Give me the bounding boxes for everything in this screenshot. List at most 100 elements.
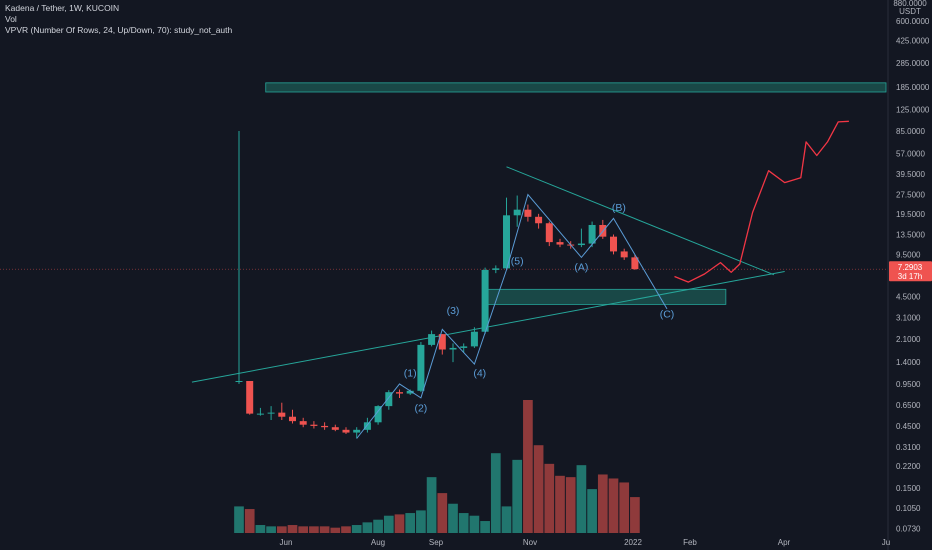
- wave-labels: (1) (2) (3) (4) (5) (A) (B) (C): [404, 202, 675, 415]
- volume-bar: [373, 519, 383, 533]
- last-price-label: 7.2903: [898, 263, 923, 272]
- projection-curve: [674, 120, 849, 283]
- last-price-badge: [889, 261, 932, 282]
- candle-body: [374, 406, 382, 423]
- volume-bar: [255, 525, 266, 533]
- candle-body: [385, 392, 393, 407]
- volume-bars: [234, 400, 640, 533]
- price-tick-label: 0.2200: [896, 462, 921, 471]
- candle-body: [449, 347, 457, 350]
- volume-bar: [523, 400, 533, 533]
- candle-body: [524, 209, 532, 217]
- volume-indicator-label[interactable]: Vol: [5, 14, 17, 24]
- price-tick-label: 85.0000: [896, 127, 925, 136]
- volume-bar: [394, 514, 405, 533]
- candle-body: [460, 346, 468, 348]
- price-tick-label: 600.0000: [896, 17, 930, 26]
- candle-body: [470, 331, 478, 347]
- price-tick-label: 0.4500: [896, 422, 921, 431]
- volume-bar: [266, 526, 276, 533]
- elliott-wave-path: [356, 193, 668, 439]
- candle-body: [620, 251, 628, 258]
- wave-label: (A): [574, 262, 588, 274]
- volume-bar: [587, 489, 597, 533]
- zone-rect: [265, 82, 887, 93]
- volume-bar: [608, 478, 619, 533]
- candle-body: [556, 242, 564, 245]
- candle-body: [235, 381, 243, 382]
- wave-label: (2): [414, 403, 427, 415]
- descending-resistance-line: [506, 166, 775, 276]
- candle-body: [406, 390, 414, 394]
- volume-bar: [405, 513, 416, 533]
- price-tick-label: 27.5000: [896, 191, 925, 200]
- volume-bar: [287, 525, 298, 533]
- price-tick-label: 19.5000: [896, 210, 925, 219]
- price-axis-top-label: 880.0000: [893, 0, 927, 8]
- volume-bar: [555, 475, 565, 533]
- candle-body: [278, 412, 286, 417]
- volume-bar: [533, 445, 544, 533]
- price-tick-label: 0.3100: [896, 443, 921, 452]
- time-tick-label: Ju: [882, 538, 890, 547]
- chart-legend: Kadena / Tether, 1W, KUCOIN Vol VPVR (Nu…: [5, 3, 232, 36]
- candle-body: [363, 422, 371, 430]
- volume-bar: [330, 527, 341, 533]
- time-tick-label: Jun: [280, 538, 293, 547]
- time-axis[interactable]: Jun Aug Sep Nov 2022 Feb Apr Ju: [280, 538, 891, 547]
- candle-body: [481, 269, 489, 332]
- candle-body: [438, 334, 446, 350]
- projection-path: [674, 120, 849, 283]
- price-tick-label: 0.1050: [896, 504, 921, 513]
- price-tick-label: 0.1500: [896, 484, 921, 493]
- candle-body: [428, 334, 436, 345]
- volume-bar: [437, 493, 448, 533]
- volume-bar: [309, 526, 319, 533]
- support-resistance-zones: [265, 82, 887, 305]
- candle-body: [577, 243, 585, 246]
- volume-bar: [234, 506, 244, 533]
- candle-body: [513, 209, 521, 216]
- price-tick-label: 4.5000: [896, 292, 921, 301]
- candle-body: [310, 424, 318, 426]
- candle-body: [299, 421, 307, 425]
- candle-body: [535, 216, 543, 224]
- price-tick-label: 185.0000: [896, 83, 930, 92]
- candle-body: [610, 236, 617, 252]
- volume-bar: [544, 463, 555, 533]
- time-tick-label: Feb: [683, 538, 697, 547]
- candle-body: [353, 429, 361, 433]
- zone-rect: [486, 288, 727, 305]
- candle-body: [545, 223, 553, 243]
- symbol-title[interactable]: Kadena / Tether, 1W, KUCOIN: [5, 3, 120, 13]
- wave-label: (4): [473, 368, 486, 380]
- wave-label: (1): [404, 368, 417, 380]
- volume-bar: [565, 477, 576, 533]
- volume-bar: [490, 453, 501, 533]
- time-tick-label: 2022: [624, 538, 642, 547]
- volume-bar: [448, 503, 458, 533]
- volume-bar: [597, 474, 608, 533]
- volume-bar: [383, 515, 394, 533]
- volume-bar: [458, 513, 469, 533]
- volume-bar: [298, 526, 309, 533]
- candle-body: [246, 381, 254, 414]
- price-tick-label: 425.0000: [896, 36, 930, 45]
- vpvr-indicator-label[interactable]: VPVR (Number Of Rows, 24, Up/Down, 70): …: [5, 25, 233, 35]
- volume-bar: [341, 526, 351, 533]
- price-tick-label: 2.1000: [896, 335, 921, 344]
- wave-label: (3): [447, 305, 460, 317]
- volume-bar: [416, 510, 426, 533]
- volume-bar: [619, 482, 630, 533]
- wave-label: (5): [511, 256, 524, 268]
- price-tick-label: 13.5000: [896, 231, 925, 240]
- wave-path: [356, 193, 668, 439]
- price-tick-label: 125.0000: [896, 105, 930, 114]
- time-tick-label: Apr: [778, 538, 791, 547]
- time-tick-label: Aug: [371, 538, 385, 547]
- volume-bar: [362, 522, 373, 533]
- wave-label: (B): [612, 202, 626, 214]
- candle-body: [289, 416, 296, 422]
